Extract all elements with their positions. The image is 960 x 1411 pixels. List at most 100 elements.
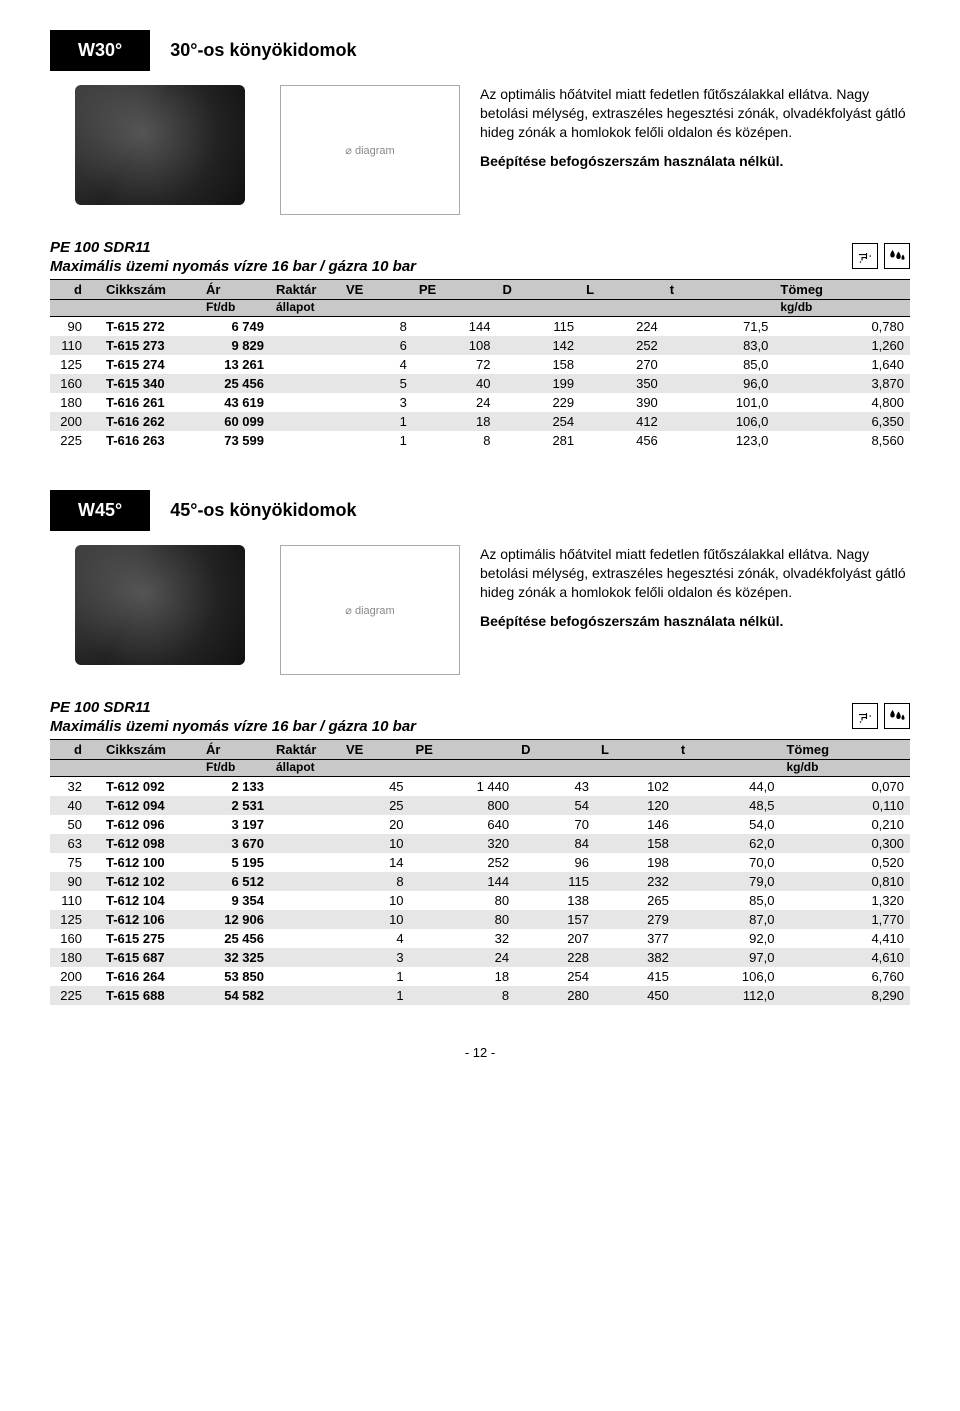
table-cell: 254 <box>515 967 595 986</box>
table-cell: 1 <box>340 986 410 1005</box>
table-cell: 2 133 <box>200 777 270 797</box>
table-cell: 252 <box>580 336 664 355</box>
table-cell <box>270 929 340 948</box>
table-row: 180T-616 26143 619324229390101,04,800 <box>50 393 910 412</box>
table-cell: 8 <box>410 986 516 1005</box>
col-header: D <box>496 280 580 300</box>
table-cell: 198 <box>595 853 675 872</box>
table-cell <box>270 834 340 853</box>
table-cell: T-612 100 <box>100 853 200 872</box>
table-cell: 377 <box>595 929 675 948</box>
table-cell: 144 <box>413 317 497 337</box>
drops-icon <box>884 703 910 729</box>
table-row: 180T-615 68732 32532422838297,04,610 <box>50 948 910 967</box>
table-cell: 640 <box>410 815 516 834</box>
table-cell <box>270 412 340 431</box>
table-cell: 157 <box>515 910 595 929</box>
table-cell <box>270 317 340 337</box>
table-cell: 25 456 <box>200 929 270 948</box>
col-header: Cikkszám <box>100 280 200 300</box>
table-cell: T-612 102 <box>100 872 200 891</box>
table-cell: 90 <box>50 872 100 891</box>
table-cell: 54,0 <box>675 815 781 834</box>
col-header: Ár <box>200 280 270 300</box>
table-cell: 106,0 <box>664 412 775 431</box>
table-cell: 350 <box>580 374 664 393</box>
table-cell: 160 <box>50 929 100 948</box>
col-header: d <box>50 740 100 760</box>
table-cell: 180 <box>50 948 100 967</box>
table-row: 90T-612 1026 512814411523279,00,810 <box>50 872 910 891</box>
table-row: 225T-616 26373 59918281456123,08,560 <box>50 431 910 450</box>
tap-icon <box>852 703 878 729</box>
table-cell: T-615 272 <box>100 317 200 337</box>
table-cell: 96,0 <box>664 374 775 393</box>
table-cell: T-615 274 <box>100 355 200 374</box>
table-cell: 252 <box>410 853 516 872</box>
table-cell: 70 <box>515 815 595 834</box>
table-cell <box>270 986 340 1005</box>
table-cell: 45 <box>340 777 410 797</box>
product-title: 30°-os könyökidomok <box>150 30 376 71</box>
table-cell: 108 <box>413 336 497 355</box>
table-cell: T-612 098 <box>100 834 200 853</box>
table-cell: 6 512 <box>200 872 270 891</box>
table-cell: 85,0 <box>675 891 781 910</box>
material-spec: PE 100 SDR11 <box>50 699 910 716</box>
table-cell: T-615 687 <box>100 948 200 967</box>
table-cell: 138 <box>515 891 595 910</box>
table-cell: 12 906 <box>200 910 270 929</box>
table-cell <box>270 336 340 355</box>
table-cell: 265 <box>595 891 675 910</box>
table-cell: 1,770 <box>780 910 910 929</box>
table-cell: 3 <box>340 948 410 967</box>
table-cell: 1 <box>340 412 413 431</box>
table-cell: 125 <box>50 355 100 374</box>
table-cell: 0,110 <box>780 796 910 815</box>
table-cell: 44,0 <box>675 777 781 797</box>
install-note: Beépítése befogószerszám használata nélk… <box>480 612 910 631</box>
table-cell: 14 <box>340 853 410 872</box>
table-cell: 8 <box>340 872 410 891</box>
table-cell: 10 <box>340 834 410 853</box>
table-cell: 144 <box>410 872 516 891</box>
table-cell: 24 <box>410 948 516 967</box>
table-cell: 390 <box>580 393 664 412</box>
table-cell: 43 619 <box>200 393 270 412</box>
table-cell: T-612 092 <box>100 777 200 797</box>
table-cell: 75 <box>50 853 100 872</box>
table-cell: 5 <box>340 374 413 393</box>
table-row: 200T-616 26453 850118254415106,06,760 <box>50 967 910 986</box>
table-cell: 224 <box>580 317 664 337</box>
table-cell <box>270 777 340 797</box>
table-cell: 232 <box>595 872 675 891</box>
table-cell: 112,0 <box>675 986 781 1005</box>
table-cell: 3 <box>340 393 413 412</box>
col-header: d <box>50 280 100 300</box>
table-row: 200T-616 26260 099118254412106,06,350 <box>50 412 910 431</box>
table-cell: 281 <box>496 431 580 450</box>
table-cell: 32 <box>50 777 100 797</box>
technical-diagram: ⌀ diagram <box>270 545 470 675</box>
table-cell: 142 <box>496 336 580 355</box>
table-cell: 158 <box>595 834 675 853</box>
table-cell: 2 531 <box>200 796 270 815</box>
table-row: 75T-612 1005 195142529619870,00,520 <box>50 853 910 872</box>
table-cell: 25 456 <box>200 374 270 393</box>
table-row: 110T-612 1049 354108013826585,01,320 <box>50 891 910 910</box>
table-cell: 125 <box>50 910 100 929</box>
table-cell: 120 <box>595 796 675 815</box>
table-cell <box>270 374 340 393</box>
table-cell: 320 <box>410 834 516 853</box>
table-cell: 4,800 <box>774 393 910 412</box>
col-subheader <box>496 300 580 317</box>
table-cell: 158 <box>496 355 580 374</box>
table-cell: 9 829 <box>200 336 270 355</box>
table-cell: 450 <box>595 986 675 1005</box>
table-cell: 180 <box>50 393 100 412</box>
table-cell <box>270 948 340 967</box>
col-subheader <box>50 760 100 777</box>
table-cell: 84 <box>515 834 595 853</box>
col-subheader: állapot <box>270 760 340 777</box>
table-cell: 80 <box>410 891 516 910</box>
